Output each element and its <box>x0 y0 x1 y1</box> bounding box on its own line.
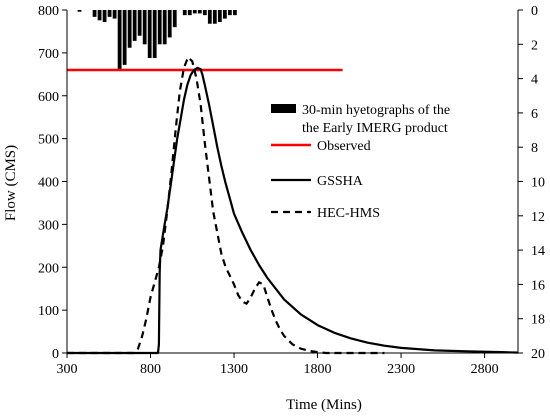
hyetograph-bar-18 <box>167 10 172 38</box>
hyetograph-bar-4 <box>97 10 102 21</box>
x-tick-label-5: 2800 <box>471 362 499 377</box>
hyetograph-bar-23 <box>192 10 197 14</box>
hyetograph-bar-25 <box>202 10 207 16</box>
x-tick-label-0: 300 <box>57 362 78 377</box>
legend-label-gssha: GSSHA <box>317 174 364 189</box>
y2-tick-label-1: 2 <box>531 38 538 53</box>
series-line-gssha <box>67 66 519 355</box>
tick-labels: 300 800 1300 1800 2300 2800010020030040050060… <box>38 4 545 377</box>
y2-tick-label-10: 20 <box>531 347 545 362</box>
hyetograph-bar-7 <box>112 10 117 19</box>
y2-tick-label-8: 16 <box>531 278 545 293</box>
y2-tick-label-7: 14 <box>531 244 545 259</box>
hyetograph-bar-24 <box>197 10 202 14</box>
hyetograph-bar-9 <box>122 10 127 65</box>
axes <box>62 9 523 358</box>
y2-tick-label-5: 10 <box>531 176 545 191</box>
hyetograph-bar-14 <box>147 10 152 59</box>
y-tick-label-8: 800 <box>38 4 59 19</box>
hyetograph-bar-5 <box>102 10 107 23</box>
hyetograph-bar-0 <box>77 10 82 12</box>
y2-tick-label-9: 18 <box>531 313 545 328</box>
x-tick-label-2: 1300 <box>220 362 248 377</box>
y2-tick-label-6: 12 <box>531 210 545 225</box>
x-tick-label-4: 2300 <box>387 362 415 377</box>
y-tick-label-5: 500 <box>38 133 59 148</box>
y-tick-label-3: 300 <box>38 218 59 233</box>
y-tick-label-0: 0 <box>52 347 59 362</box>
hyetograph-bar-11 <box>132 10 137 41</box>
y2-tick-label-3: 6 <box>531 107 538 122</box>
x-axis-title: Time (Mins) <box>286 397 362 413</box>
hyetograph-bar-22 <box>187 10 192 16</box>
y-tick-label-1: 100 <box>38 304 59 319</box>
y-tick-label-7: 700 <box>38 47 59 62</box>
hyetograph-bar-26 <box>207 10 212 24</box>
hyetograph-bar-29 <box>222 10 227 19</box>
hyetograph-bar-27 <box>212 10 217 24</box>
hyetograph-bar-12 <box>137 10 142 36</box>
y-tick-label-4: 400 <box>38 176 59 191</box>
hyetograph-bar-19 <box>172 10 177 28</box>
hyetograph-bar-10 <box>127 10 132 48</box>
legend-label-hyetograph-line2: the Early IMERG product <box>302 121 448 136</box>
y2-tick-label-4: 8 <box>531 141 538 156</box>
y2-tick-label-2: 4 <box>531 73 538 88</box>
hyetograph-bar-28 <box>217 10 222 23</box>
hyetograph-bar-8 <box>117 10 122 71</box>
y2-tick-label-0: 0 <box>531 4 538 19</box>
series-line-hechms <box>67 56 385 355</box>
y-tick-label-6: 600 <box>38 90 59 105</box>
y-axis-title: Flow (CMS) <box>3 145 19 221</box>
series-lines <box>67 56 519 355</box>
hyetograph-bar-3 <box>92 10 97 17</box>
legend-label-hyetograph-line1: 30-min hyetographs of the <box>302 103 450 118</box>
hyetograph-bar-21 <box>182 10 187 16</box>
legend-swatch-hyetograph <box>271 104 296 113</box>
hyetograph-bars <box>77 10 237 71</box>
hyetograph-bar-17 <box>162 10 167 45</box>
x-tick-label-3: 1800 <box>304 362 332 377</box>
hyetograph-bar-31 <box>232 10 237 16</box>
hyetograph-bar-6 <box>107 10 112 17</box>
legend-label-hechms: HEC-HMS <box>317 206 380 221</box>
hyetograph-bar-13 <box>142 10 147 45</box>
legend-label-observed: Observed <box>317 139 371 154</box>
y-tick-label-2: 200 <box>38 261 59 276</box>
legend: 30-min hyetographs of the the Early IMER… <box>271 103 450 221</box>
hyetograph-bar-30 <box>227 10 232 16</box>
x-tick-label-1: 800 <box>140 362 161 377</box>
hyetograph-bar-15 <box>152 10 157 59</box>
hyetograph-bar-16 <box>157 10 162 45</box>
